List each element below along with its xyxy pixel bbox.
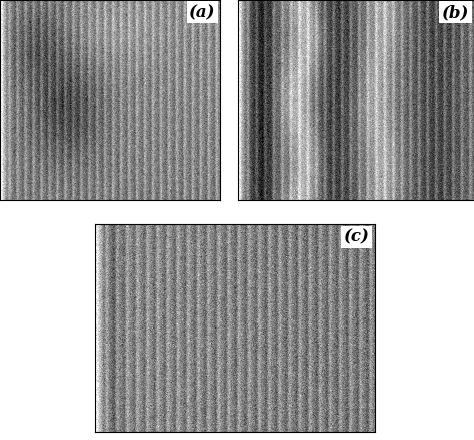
Text: (c): (c) — [344, 228, 369, 245]
Text: (a): (a) — [189, 4, 216, 21]
Text: (b): (b) — [442, 4, 469, 21]
